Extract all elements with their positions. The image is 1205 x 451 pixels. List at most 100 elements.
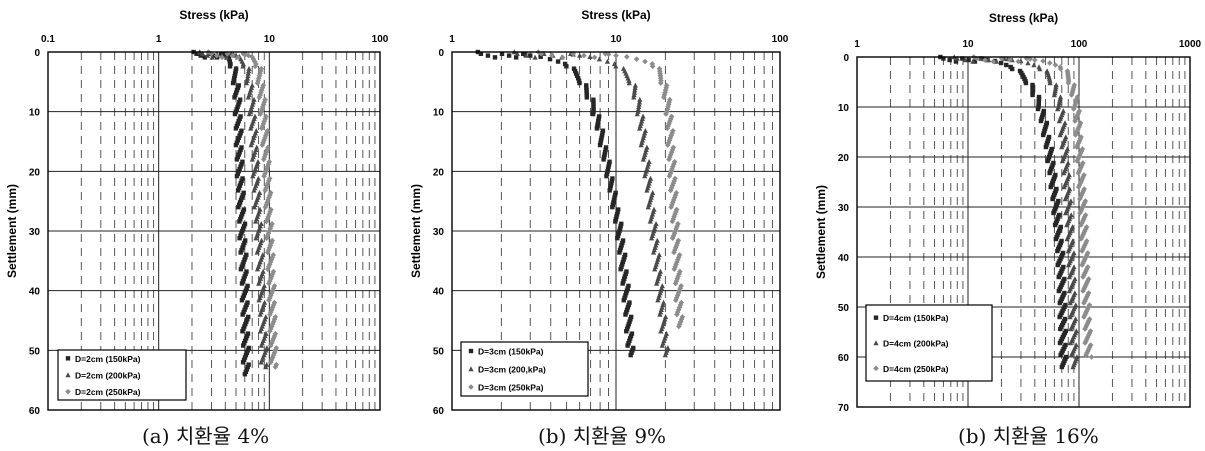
data-point [242,240,247,246]
data-point [239,247,244,253]
data-point [616,207,621,212]
data-point [627,338,632,343]
data-point [619,221,624,227]
data-point [242,372,248,377]
legend: D=4cm (150kPa) D=4cm (200kPa) D=4cm (250kP… [865,304,993,382]
legend-label: D=3cm (150kPa) [478,347,544,357]
data-point [666,156,672,163]
data-point [1062,196,1068,202]
data-point [1068,92,1075,98]
y-tick-label: 60 [838,353,850,364]
data-point [604,173,609,179]
legend-label: D=2cm (150kPa) [75,354,141,364]
y-tick-label: 0 [34,48,40,59]
data-point [613,52,619,59]
data-point [230,80,236,86]
data-point [615,209,620,215]
data-point [241,343,246,348]
data-point [668,204,674,210]
data-point [599,133,605,138]
data-point [659,342,665,348]
legend: D=2cm (150kPa) D=2cm (200kPa) D=2cm (250kP… [57,349,187,401]
legend-box [865,304,993,382]
data-point [244,269,249,274]
y-tick-label: 50 [838,303,850,314]
data-point [253,61,259,67]
data-point [262,96,268,103]
data-point [671,230,678,237]
y-tick-label: 50 [433,346,445,357]
data-point [248,142,254,148]
data-point [1052,90,1058,96]
data-point [258,89,264,96]
data-point [240,50,247,57]
data-point [265,213,272,220]
data-point [549,52,555,59]
data-point [1059,158,1065,164]
data-point [251,204,257,210]
y-tick-label: 40 [838,253,850,264]
data-point [269,304,276,311]
data-point [1074,158,1080,164]
x-tick-label: 1 [449,34,455,45]
data-point [249,156,255,162]
data-point [227,59,233,64]
x-axis-title: Stress (kPa) [581,8,650,22]
data-point [982,57,988,63]
x-tick-label: 1000 [1179,39,1202,50]
data-point [562,61,568,67]
data-point [1080,288,1086,294]
data-point [242,338,248,343]
data-point [213,52,220,59]
data-point [246,65,252,71]
data-point [1055,248,1060,254]
data-point [655,297,661,303]
data-point [617,247,623,253]
data-point [264,127,271,134]
data-point [664,125,671,132]
data-point [631,92,637,98]
x-tick-label: 1 [156,34,162,45]
data-point [258,359,264,365]
data-point [233,68,238,74]
data-point [1066,274,1072,280]
data-point [234,87,240,93]
data-point [270,352,277,358]
data-point [615,235,620,241]
legend-marker [65,372,71,378]
data-point [618,245,624,250]
legend-label: D=2cm (250kPa) [75,387,141,397]
legend-marker [468,366,474,372]
x-tick-label: 100 [772,34,789,45]
data-point [1053,82,1059,88]
data-point [966,57,971,63]
data-point [238,197,244,203]
data-point [628,314,634,320]
data-point [263,185,269,191]
data-point [575,76,581,81]
data-point [632,87,638,93]
data-point [615,233,621,238]
data-point [670,197,677,203]
data-point [1037,66,1043,72]
x-tick-label: 1 [854,39,860,50]
x-tick-label: 10 [264,34,276,45]
data-point [1047,170,1052,176]
data-point [243,80,250,86]
data-point [1065,80,1072,86]
data-point [253,235,259,241]
data-point [610,204,615,210]
data-point [1064,222,1070,228]
data-point [670,180,677,187]
data-point [601,157,606,162]
data-point [603,145,609,150]
data-point [267,359,274,366]
data-point [1081,314,1087,320]
x-tick-label: 0.1 [41,34,55,45]
data-point [626,80,632,86]
y-tick-label: 60 [29,406,41,417]
data-point [267,242,274,249]
legend-item: D=2cm (150kPa) [65,354,141,364]
data-point [631,94,637,100]
data-point [262,116,268,122]
